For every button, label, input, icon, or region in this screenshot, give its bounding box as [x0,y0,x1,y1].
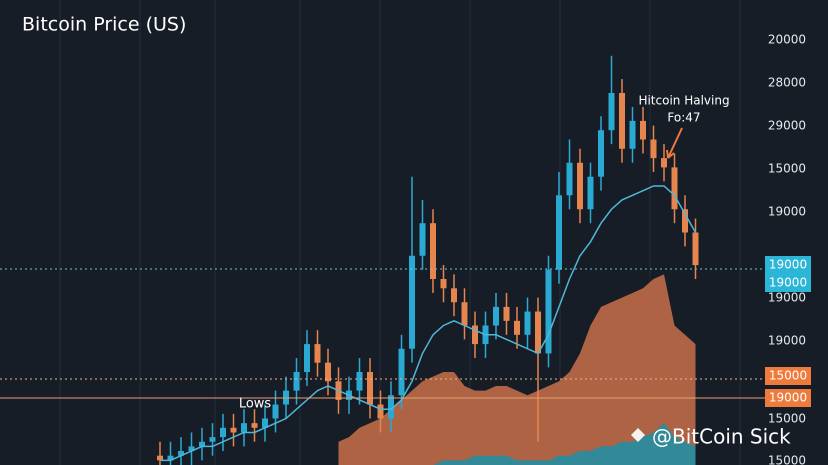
candle-body [524,311,531,335]
candle-body [314,344,321,363]
candle-body [157,455,163,461]
candle-body [419,223,426,256]
candle-body [608,93,615,131]
candle-body [629,120,636,149]
y-tick-label: 28000 [768,76,806,90]
watermark-text: @BitCoin Sick [652,425,791,449]
candle-body [262,418,268,428]
candle-body [409,255,415,349]
candle-body [587,176,594,210]
highlight-label: 19000 [769,391,807,405]
candle-body [661,158,667,168]
candle-body [367,372,373,405]
candle-body [493,306,499,326]
candle-body [514,320,520,335]
candle-body [577,162,583,210]
candle-body [461,302,468,326]
y-tick-label: 19000 [768,334,806,348]
candle-body [650,139,657,159]
candle-body [293,372,300,391]
annotation: Lows [239,397,272,412]
candle-body [356,372,363,391]
annotation: Fo:47 [667,111,700,125]
candle-body [209,437,216,442]
candle-body [682,209,688,233]
y-tick-label: 19000 [768,291,806,305]
candle-body [304,344,310,372]
candle-body [619,93,625,149]
highlight-box [765,256,811,274]
candle-body [440,279,447,289]
candle-body [545,269,552,354]
candle-body [377,404,384,419]
y-tick-label: 29000 [768,119,806,133]
candle-body [598,130,604,177]
highlight-box [765,389,811,407]
candle-body [535,311,541,354]
y-tick-label: 20000 [768,33,806,47]
y-tick-label: 19000 [768,205,806,219]
candle-body [220,427,226,438]
candle-body [272,404,279,419]
candle-body [388,395,394,419]
chart-title: Bitcoin Price (US) [22,14,186,36]
candle-body [398,348,405,396]
y-axis: 2000028000290001500019000190001900015000… [765,33,811,465]
candle-body [188,446,195,452]
highlight-box [765,367,811,385]
highlight-label: 15000 [769,369,807,383]
candle-body [556,195,562,270]
highlight-box [765,274,811,292]
candle-body [241,423,247,433]
teal-area [433,423,696,465]
candle-body [199,441,205,447]
moving-average [160,185,697,462]
candle-body [640,120,646,140]
watermark: @BitCoin Sick [631,425,791,449]
highlight-label: 19000 [769,276,807,290]
candle-body [167,455,174,461]
candle-body [566,162,573,196]
candle-body [430,223,436,279]
candle-body [178,451,184,456]
candle-body [251,423,258,428]
y-tick-label: 15000 [768,412,806,426]
candle-body [692,232,699,266]
y-tick-label: 15000 [768,162,806,176]
candle-body [451,288,457,303]
candle-body [503,306,510,321]
annotation-arrow [666,127,683,159]
plot [157,55,699,465]
annotation: Hitcoin Halving [638,94,729,108]
orange-area [338,274,696,465]
highlight-label: 19000 [769,258,807,272]
candle-body [230,427,237,433]
y-tick-label: 15000 [768,454,806,465]
candle-body [671,167,678,210]
candle-body [325,362,331,382]
candle-body [472,325,478,345]
